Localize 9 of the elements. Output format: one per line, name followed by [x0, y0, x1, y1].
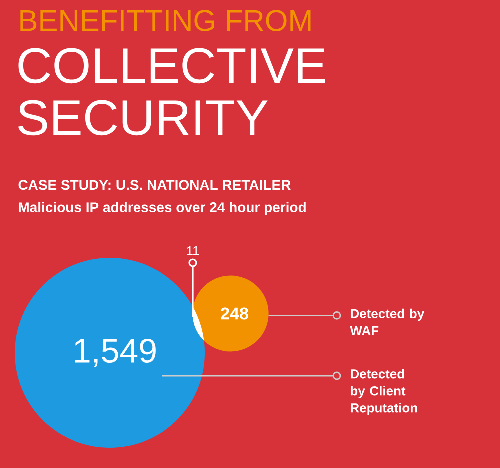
- category-label: Detected by WAF: [350, 308, 425, 336]
- data-label: 11: [187, 246, 200, 256]
- data-label: 248: [221, 308, 248, 320]
- text: BENEFITTING FROM: [20, 10, 311, 32]
- text: Malicious IP addresses over 24 hour period: [19, 202, 306, 216]
- category-label: Detected by Client Reputation: [351, 369, 418, 416]
- text: COLLECTIVE SECURITY: [18, 48, 326, 136]
- data-label: 1,549: [75, 338, 156, 368]
- text: CASE STUDY: U.S. NATIONAL RETAILER: [18, 180, 291, 190]
